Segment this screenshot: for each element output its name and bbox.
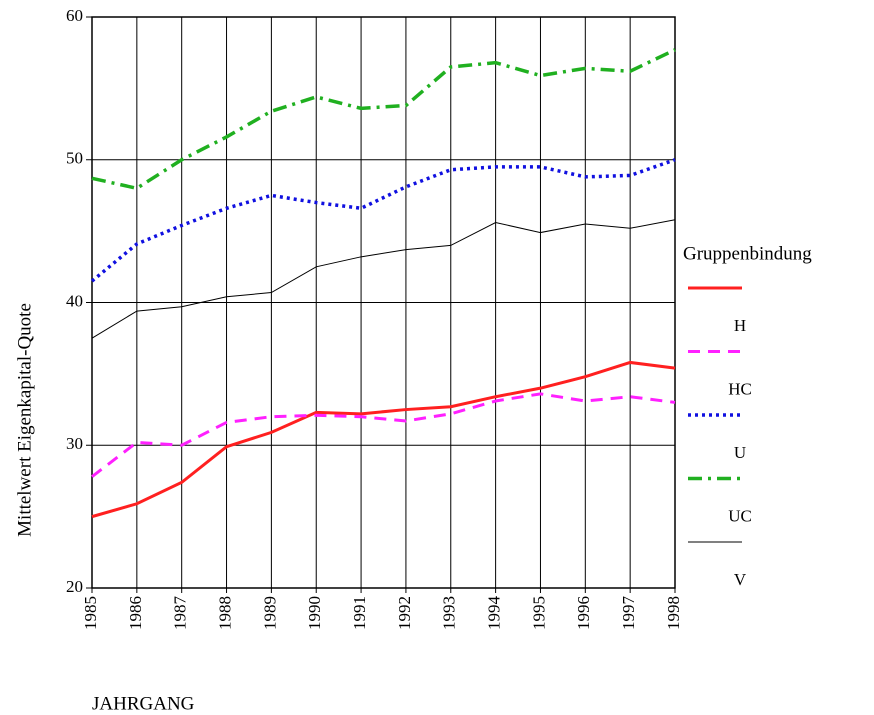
- x-tick-label: 1996: [574, 596, 593, 630]
- series-line: [91, 360, 676, 519]
- series-line: [91, 219, 676, 339]
- x-tick-label: 1992: [395, 596, 414, 630]
- x-tick-label: 1987: [171, 596, 190, 631]
- legend-label: H: [734, 316, 746, 335]
- legend-label: HC: [728, 379, 752, 398]
- legend-label: U: [734, 443, 746, 462]
- y-tick-label: 20: [66, 577, 83, 596]
- y-axis-label: Mittelwert Eigenkapital-Quote: [14, 303, 35, 537]
- series-line: [91, 392, 676, 478]
- y-tick-label: 60: [66, 6, 83, 25]
- y-tick-label: 30: [66, 434, 83, 453]
- legend-title: Gruppenbindung: [683, 243, 812, 264]
- x-tick-label: 1998: [664, 596, 683, 630]
- series-line: [90, 158, 676, 283]
- x-tick-label: 1989: [260, 596, 279, 630]
- x-tick-label: 1994: [485, 596, 504, 631]
- legend-label: UC: [728, 506, 752, 525]
- x-tick-label: 1995: [529, 596, 548, 630]
- x-tick-label: 1986: [126, 596, 145, 630]
- x-tick-label: 1993: [440, 596, 459, 630]
- plot-frame: [91, 16, 676, 589]
- x-tick-label: 1990: [305, 596, 324, 630]
- x-tick-label: 1985: [81, 596, 100, 630]
- series-line: [91, 48, 676, 191]
- x-axis-label: JAHRGANG: [92, 693, 195, 714]
- x-tick-label: 1991: [350, 596, 369, 630]
- x-tick-label: 1997: [619, 596, 638, 631]
- x-tick-label: 1988: [215, 596, 234, 630]
- y-tick-label: 40: [66, 291, 83, 310]
- y-tick-label: 50: [66, 149, 83, 168]
- legend-label: V: [734, 570, 747, 589]
